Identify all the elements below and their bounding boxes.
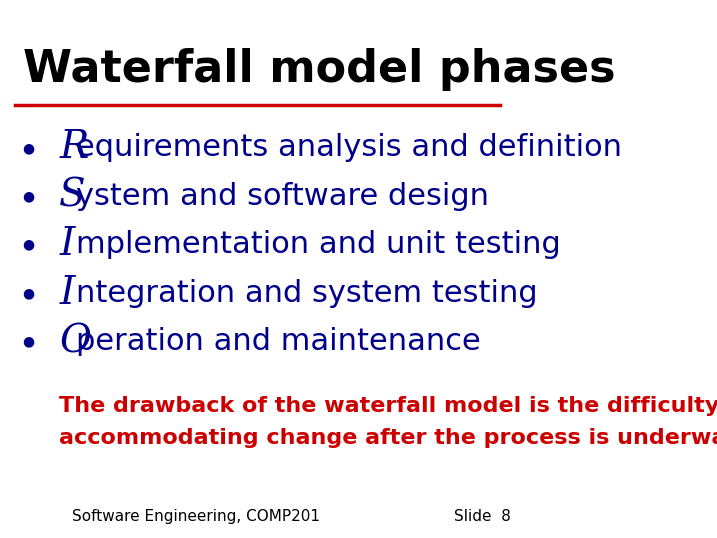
Text: S: S bbox=[60, 178, 86, 215]
Text: ●: ● bbox=[22, 189, 34, 203]
Text: Software Engineering, COMP201: Software Engineering, COMP201 bbox=[72, 509, 320, 524]
Text: R: R bbox=[60, 130, 89, 166]
Text: ystem and software design: ystem and software design bbox=[76, 182, 489, 211]
Text: accommodating change after the process is underway: accommodating change after the process i… bbox=[60, 428, 717, 449]
Text: The drawback of the waterfall model is the difficulty of: The drawback of the waterfall model is t… bbox=[60, 396, 717, 416]
Text: equirements analysis and definition: equirements analysis and definition bbox=[76, 133, 622, 162]
Text: Waterfall model phases: Waterfall model phases bbox=[23, 48, 616, 91]
Text: ntegration and system testing: ntegration and system testing bbox=[76, 279, 538, 308]
Text: peration and maintenance: peration and maintenance bbox=[76, 327, 481, 356]
Text: ●: ● bbox=[22, 238, 34, 252]
Text: ●: ● bbox=[22, 335, 34, 349]
Text: mplementation and unit testing: mplementation and unit testing bbox=[76, 230, 561, 259]
Text: I: I bbox=[60, 226, 75, 263]
Text: Slide  8: Slide 8 bbox=[454, 509, 511, 524]
Text: O: O bbox=[60, 323, 91, 360]
Text: I: I bbox=[60, 275, 75, 312]
Text: ●: ● bbox=[22, 286, 34, 300]
Text: ●: ● bbox=[22, 141, 34, 155]
